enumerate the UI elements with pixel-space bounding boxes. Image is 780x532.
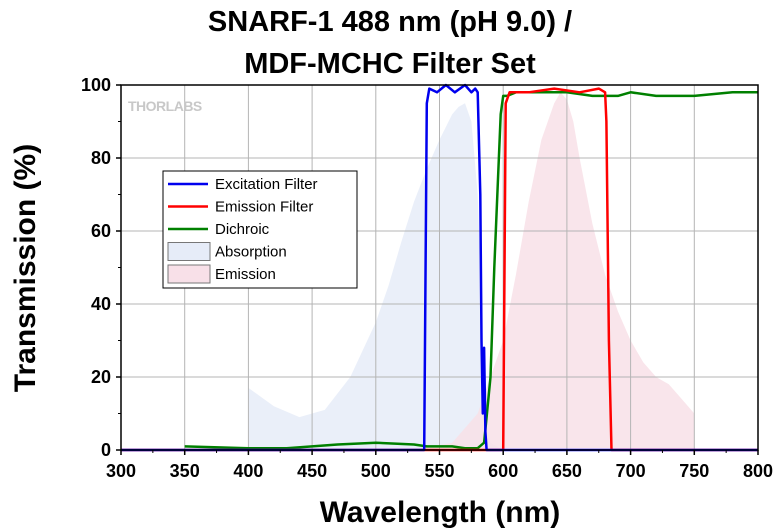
x-tick-label: 700 <box>616 461 646 481</box>
y-tick-label: 80 <box>91 148 111 168</box>
series-line-emission-filter <box>121 87 758 452</box>
x-tick-label: 550 <box>424 461 454 481</box>
axis-ticks <box>116 84 759 455</box>
legend-swatch-emission <box>167 264 211 284</box>
y-tick-label: 40 <box>91 294 111 314</box>
chart-title-line-2: MDF-MCHC Filter Set <box>244 48 536 80</box>
series-line-excitation-filter <box>121 83 758 452</box>
x-tick-label: 500 <box>361 461 391 481</box>
y-tick-label: 0 <box>101 440 111 460</box>
legend-label-dichroic: Dichroic <box>215 221 270 238</box>
x-tick-label: 450 <box>297 461 327 481</box>
series-line-dichroic <box>184 91 758 450</box>
x-axis-label: Wavelength (nm) <box>320 496 561 529</box>
x-tick-label: 350 <box>170 461 200 481</box>
x-tick-label: 300 <box>106 461 136 481</box>
gridlines <box>121 85 758 450</box>
x-tick-label: 600 <box>488 461 518 481</box>
legend-label-absorption: Absorption <box>215 244 287 261</box>
y-axis-label: Transmission (%) <box>9 144 42 392</box>
x-tick-label: 650 <box>552 461 582 481</box>
y-tick-label: 60 <box>91 221 111 241</box>
y-tick-label: 20 <box>91 367 111 387</box>
chart-title-line-1: SNARF-1 488 nm (pH 9.0) / <box>207 6 573 38</box>
legend-label-excitation-filter: Excitation Filter <box>215 176 318 193</box>
tick-labels: 300 350 400 450 500 550 600 650 700 750 800 0 20 40 60… <box>81 75 773 481</box>
area-emission <box>414 92 695 451</box>
thorlabs-logo: THORLABS <box>128 98 202 114</box>
legend-label-emission: Emission <box>215 266 276 283</box>
legend-swatch-absorption <box>167 242 211 261</box>
series-lines <box>121 83 758 452</box>
legend: Excitation Filter Emission Filter Dichroic… <box>162 170 358 289</box>
x-tick-label: 750 <box>679 461 709 481</box>
x-tick-label: 400 <box>233 461 263 481</box>
y-tick-label: 100 <box>81 75 111 95</box>
x-tick-label: 800 <box>743 461 773 481</box>
legend-label-emission-filter: Emission Filter <box>215 199 313 216</box>
